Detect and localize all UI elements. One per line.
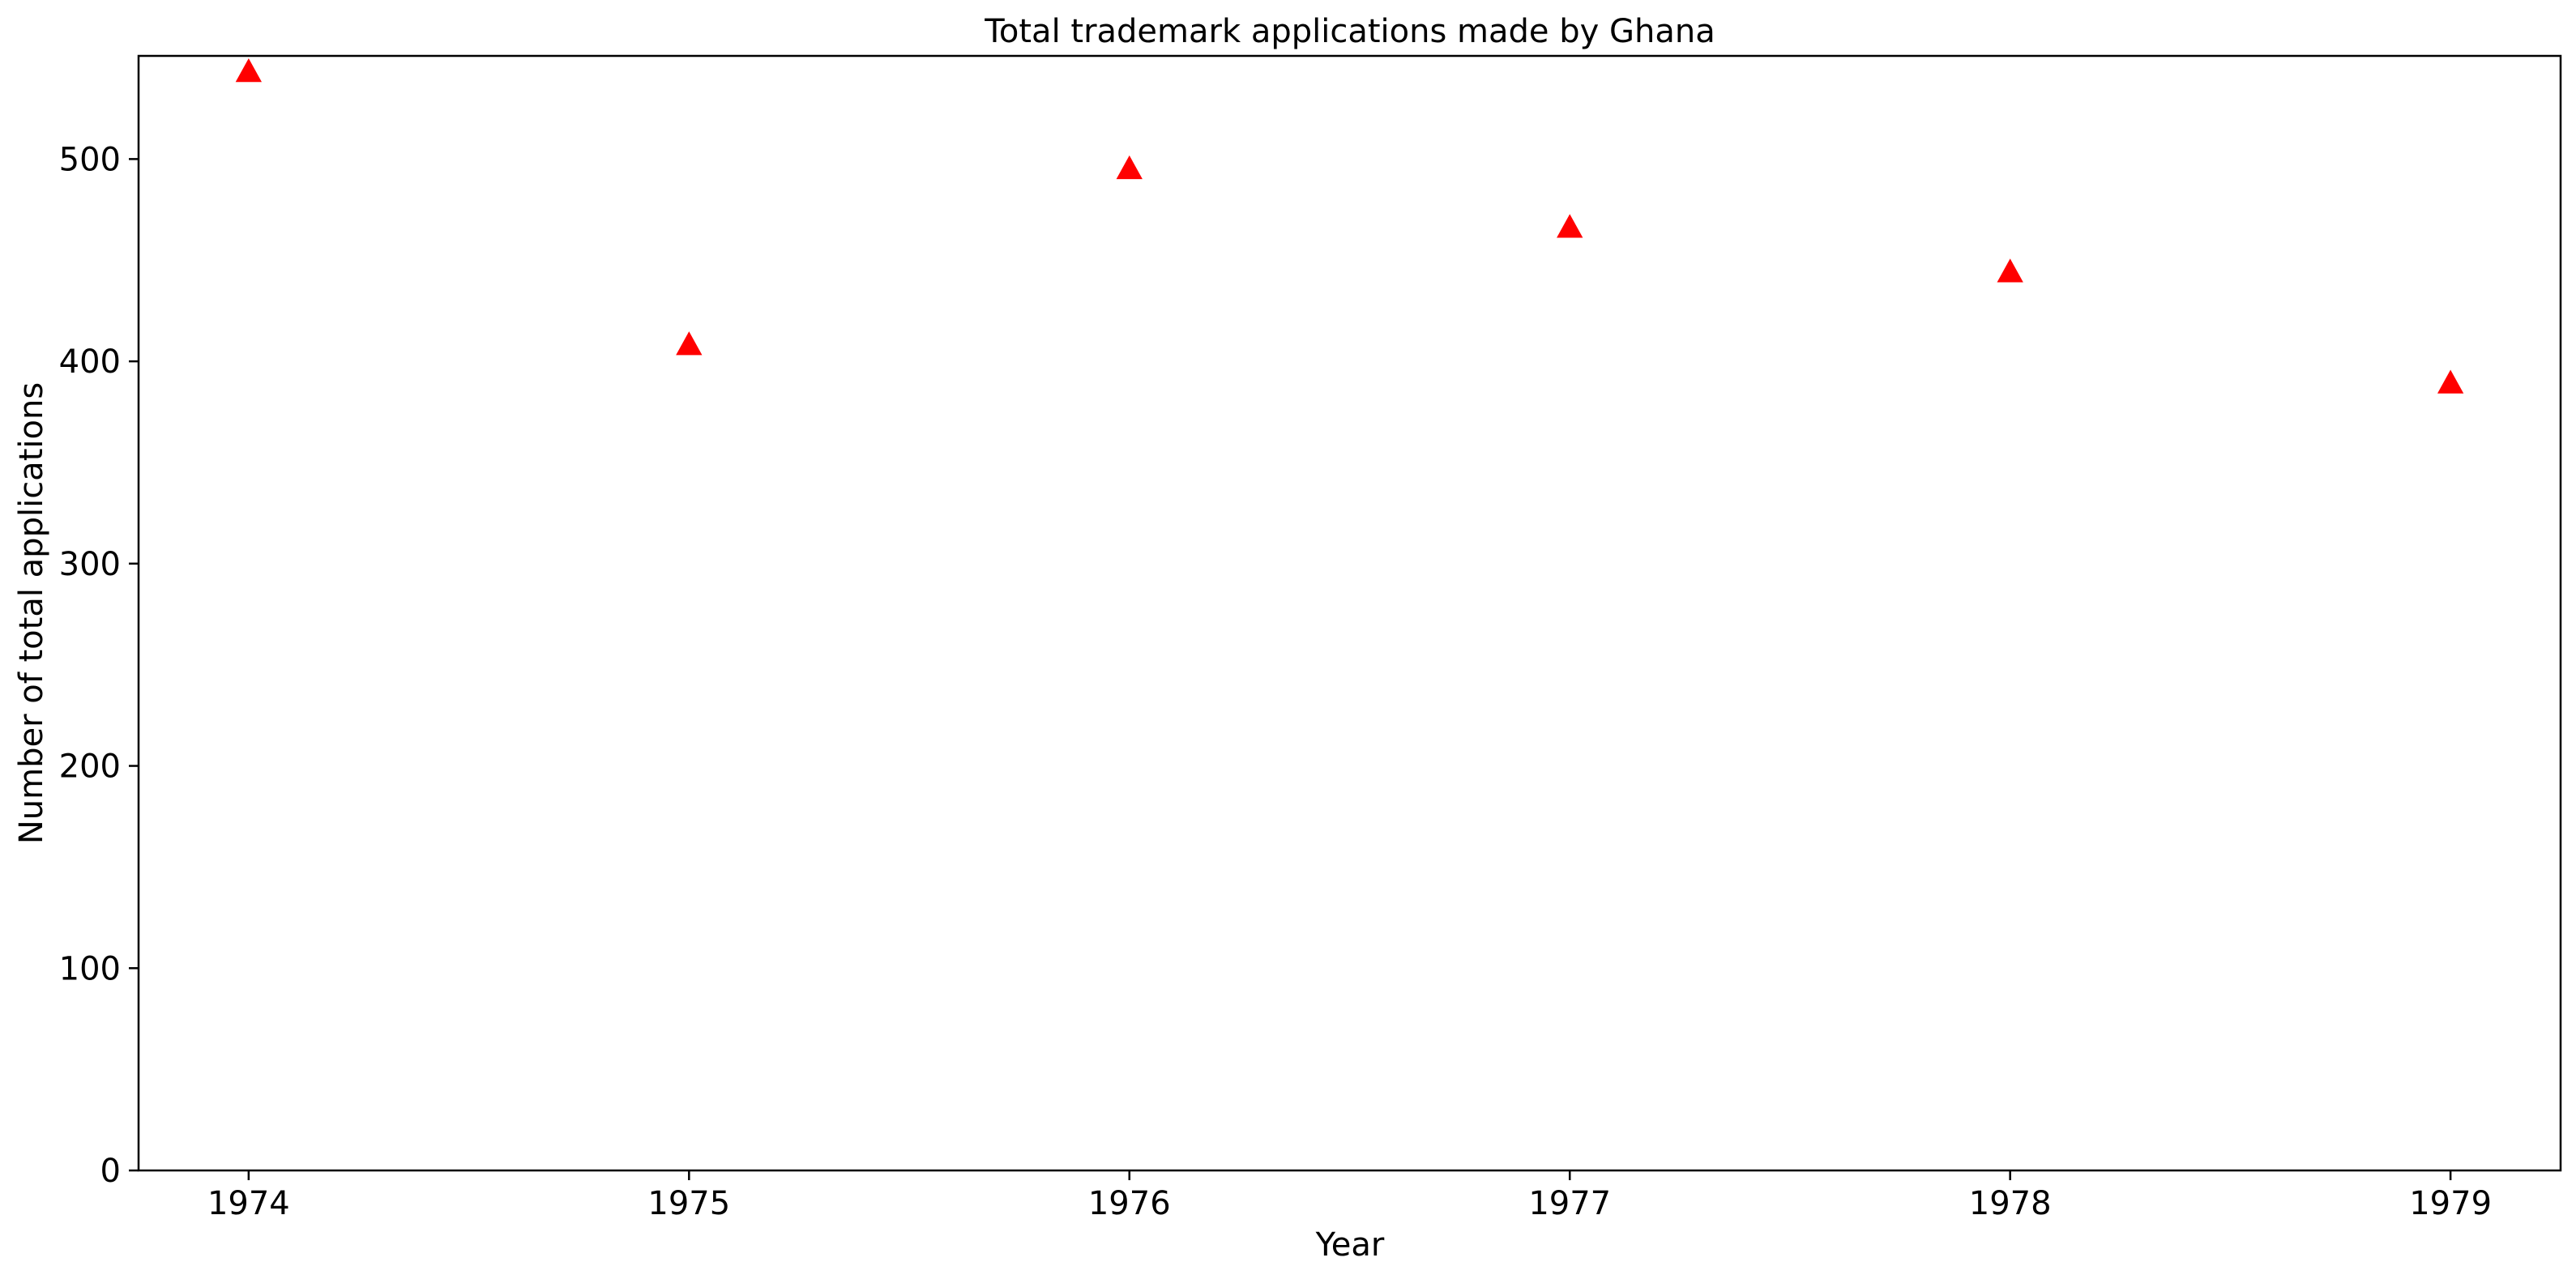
- x-tick-label: 1978: [1969, 1185, 2052, 1222]
- axes-frame: [137, 54, 2562, 1172]
- data-series: [235, 58, 2464, 394]
- x-axis-label: Year: [1315, 1226, 1385, 1264]
- data-point-marker: [1557, 214, 1583, 238]
- x-tick-label: 1976: [1088, 1185, 1171, 1222]
- y-tick-label: 100: [59, 950, 121, 987]
- data-point-marker: [676, 331, 703, 356]
- x-tick-label: 1975: [647, 1185, 730, 1222]
- data-point-marker: [1116, 155, 1143, 180]
- data-point-marker: [2437, 369, 2464, 394]
- x-tick-label: 1977: [1528, 1185, 1611, 1222]
- x-axis: 1974 1975 1976 1977 1978 1979: [207, 1170, 2492, 1222]
- y-tick-label: 500: [59, 141, 121, 178]
- y-tick-label: 0: [100, 1153, 121, 1190]
- plot-area: [137, 54, 2562, 1172]
- y-tick-label: 300: [59, 546, 121, 583]
- x-tick-label: 1979: [2409, 1185, 2492, 1222]
- y-tick-label: 400: [59, 343, 121, 381]
- data-point-marker: [235, 58, 263, 83]
- chart-title: Total trademark applications made by Gha…: [984, 13, 1715, 50]
- y-tick-label: 200: [59, 748, 121, 786]
- y-axis-label: Number of total applications: [13, 382, 50, 844]
- y-axis: 0 100 200 300 400 500: [59, 141, 139, 1190]
- data-point-marker: [1997, 258, 2023, 283]
- x-tick-label: 1974: [207, 1185, 290, 1222]
